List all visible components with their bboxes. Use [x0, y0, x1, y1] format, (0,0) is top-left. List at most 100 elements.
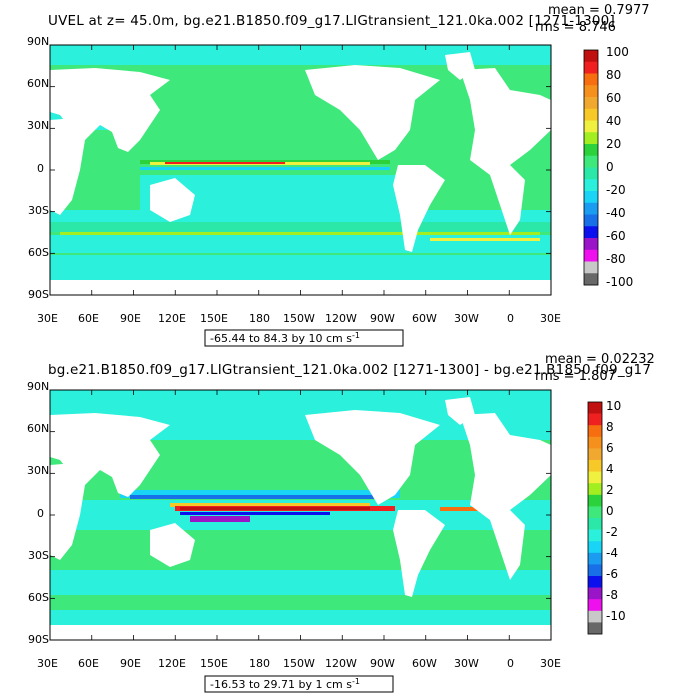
- colorbar-swatch: [584, 97, 598, 110]
- colorbar-tick-label: -6: [606, 567, 618, 581]
- colorbar-swatch: [588, 471, 602, 484]
- colorbar-tick-label: 0: [606, 160, 614, 174]
- colorbar-labels: 10 8 6 4 2 0 -2 -4 -6 -8 -10: [606, 399, 626, 623]
- colorbar-tick-label: -2: [606, 525, 618, 539]
- y-tick-label: 90S: [28, 288, 49, 301]
- colorbar-tick-label: 20: [606, 137, 621, 151]
- y-tick-label: 30N: [27, 119, 49, 132]
- colorbar-swatch: [584, 144, 598, 157]
- acc-band: [50, 235, 551, 253]
- y-tick-label: 0: [37, 162, 44, 175]
- colorbar-tick-label: -80: [606, 252, 626, 266]
- colorbar-tick-label: 2: [606, 483, 614, 497]
- land-masses: [50, 52, 551, 295]
- colorbar-tick-label: -60: [606, 229, 626, 243]
- mean-stat: mean = 0.7977: [548, 3, 650, 18]
- colorbar-swatch: [588, 425, 602, 438]
- colorbar-swatch: [584, 85, 598, 98]
- equatorial-anomaly-yellow: [170, 503, 370, 507]
- colorbar-tick-label: 40: [606, 114, 621, 128]
- colorbar-tick-label: -40: [606, 206, 626, 220]
- europe-africa-land: [460, 413, 551, 580]
- acc-band: [50, 595, 551, 610]
- equatorial-anomaly-north: [120, 490, 400, 498]
- southern-subtropics: [50, 530, 551, 570]
- x-tick-label: 0: [507, 312, 514, 325]
- colorbar-swatch: [584, 261, 598, 274]
- equatorial-jet-core: [165, 162, 285, 164]
- x-tick-label: 60W: [412, 312, 437, 325]
- range-box: [204, 675, 394, 693]
- x-tick-label: 30E: [540, 312, 561, 325]
- y-tick-label: 60N: [27, 422, 49, 435]
- colorbar-swatch: [584, 238, 598, 251]
- colorbar-swatch: [588, 587, 602, 600]
- colorbar-tick-label: 100: [606, 45, 629, 59]
- greenland-land: [445, 52, 475, 80]
- colorbar-swatch: [588, 402, 602, 414]
- map-area: [50, 45, 551, 295]
- colorbar-swatch: [588, 506, 602, 519]
- y-tick-label: 30N: [27, 464, 49, 477]
- colorbar-swatch: [584, 120, 598, 133]
- chart-title: UVEL at z= 45.0m, bg.e21.B1850.f09_g17.L…: [48, 13, 615, 29]
- colorbar-swatch: [588, 529, 602, 542]
- y-tick-label: 90S: [28, 633, 49, 646]
- x-tick-label: 30E: [37, 312, 58, 325]
- colorbar-swatch: [588, 483, 602, 496]
- colorbar-swatch: [584, 191, 598, 204]
- x-tick-label: 90W: [370, 312, 395, 325]
- equatorial-anomaly-purple: [190, 516, 250, 522]
- colorbar-swatch: [584, 155, 598, 168]
- africa-land: [50, 118, 85, 215]
- rms-stat: rms = 8.746: [535, 20, 616, 35]
- range-label: -16.53 to 29.71 by 1 cm s-1: [210, 677, 360, 691]
- acc-jet-atlantic: [430, 238, 540, 241]
- chart-title: bg.e21.B1850.f09_g17.LIGtransient_121.0k…: [48, 362, 651, 378]
- colorbar-swatch: [588, 576, 602, 588]
- colorbar-tick-label: -10: [606, 609, 626, 623]
- colorbar-tick-label: 10: [606, 399, 621, 413]
- x-tick-label: 180: [249, 657, 270, 670]
- range-label: -65.44 to 84.3 by 10 cm s-1: [210, 331, 360, 345]
- colorbar-tick-label: -20: [606, 183, 626, 197]
- colorbar-swatch: [584, 214, 598, 227]
- acc-jet: [60, 232, 540, 235]
- y-tick-label: 0: [37, 507, 44, 520]
- colorbar-swatch: [588, 541, 602, 554]
- colorbar-swatch: [584, 61, 598, 74]
- colorbar-swatch: [584, 202, 598, 215]
- north-america-land: [305, 65, 440, 160]
- x-tick-label: 30W: [454, 657, 479, 670]
- y-tick-label: 60N: [27, 77, 49, 90]
- colorbar-swatch: [588, 599, 602, 612]
- southern-band: [50, 222, 551, 232]
- africa-land: [50, 463, 85, 560]
- colorbar-swatch: [588, 494, 602, 507]
- colorbar-swatch: [588, 413, 602, 426]
- x-tick-label: 180: [249, 312, 270, 325]
- colorbar-swatch: [588, 448, 602, 461]
- europe-africa-land: [460, 68, 551, 235]
- colorbar-swatch: [588, 622, 602, 635]
- colorbar-labels: 100 80 60 40 20 0 -20 -40 -60 -80 -100: [606, 45, 633, 289]
- north-america-land: [305, 410, 440, 505]
- x-tick-label: 30W: [454, 312, 479, 325]
- mean-stat: mean = 0.02232: [545, 352, 655, 367]
- x-tick-label: 150W: [283, 657, 315, 670]
- greenland-land: [445, 397, 475, 425]
- x-tick-label: 120E: [158, 312, 186, 325]
- range-box: [204, 329, 404, 347]
- colorbar-tick-label: 4: [606, 462, 614, 476]
- colorbar-tick-label: 0: [606, 504, 614, 518]
- australia-land: [150, 523, 195, 567]
- axis-ticks: 90N 60N 30N 0 30S 60S 90S 30E 60E 90E 12…: [27, 35, 561, 325]
- y-tick-label: 90N: [27, 380, 49, 393]
- colorbar-frame: [583, 49, 599, 286]
- colorbar-swatch: [584, 50, 598, 63]
- colorbar-tick-label: 60: [606, 91, 621, 105]
- south-america-land: [393, 510, 445, 597]
- colorbar-swatch: [584, 249, 598, 262]
- x-tick-label: 60E: [78, 657, 99, 670]
